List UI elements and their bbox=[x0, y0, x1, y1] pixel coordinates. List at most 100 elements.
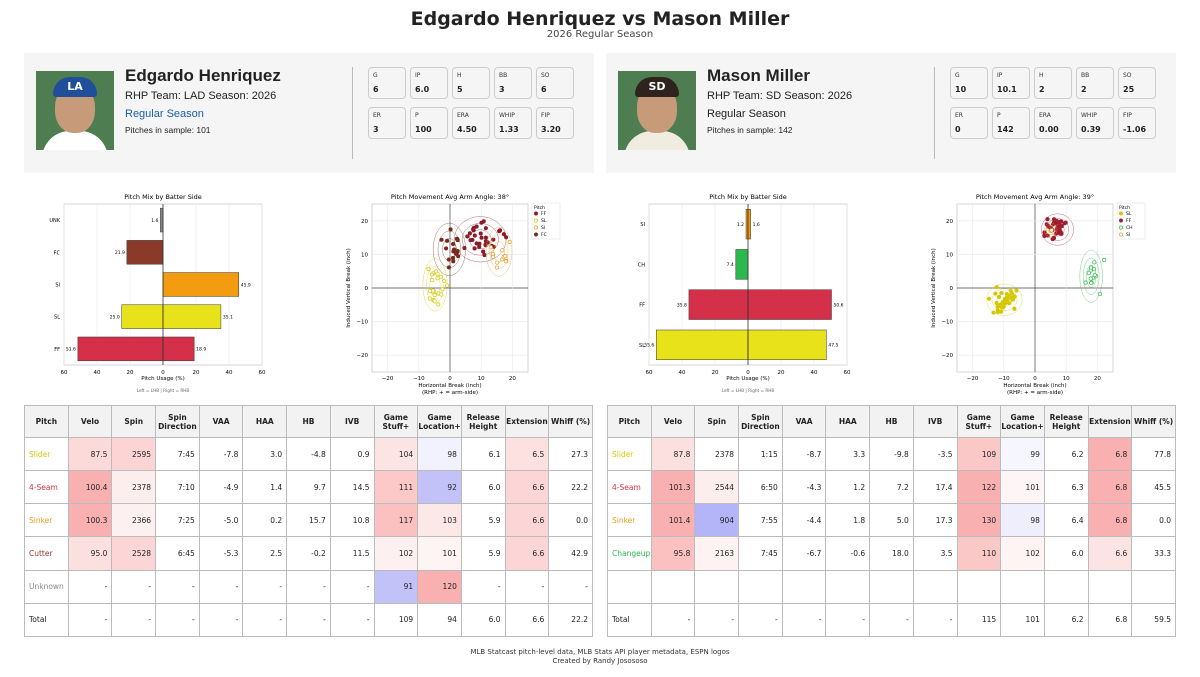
table-cell: 111 bbox=[373, 470, 419, 505]
table-cell: 6.8 bbox=[1087, 503, 1133, 538]
pitch-point bbox=[500, 248, 505, 253]
stat-value: 3.20 bbox=[541, 125, 561, 134]
stat-label: G bbox=[373, 72, 378, 79]
pitch-point bbox=[1102, 257, 1107, 263]
bar-lhb bbox=[121, 304, 164, 329]
table-cell: 101.3 bbox=[650, 470, 696, 505]
x-tick-label: 0 bbox=[1033, 376, 1037, 382]
pitch-point bbox=[994, 300, 999, 306]
table-cell: 45.5 bbox=[1131, 470, 1176, 505]
table-cell: 33.3 bbox=[1131, 536, 1176, 571]
pitch-table-henriquez: Pitch Velo Spin Spin Direction VAA HAA HB IVB Ga… bbox=[24, 405, 593, 638]
table-cell: 99 bbox=[1000, 436, 1045, 472]
stat-label: IP bbox=[415, 72, 421, 79]
table-cell bbox=[1087, 569, 1133, 604]
player-photo: SD bbox=[618, 71, 696, 150]
table-cell: 6.8 bbox=[1087, 436, 1133, 472]
table-cell bbox=[694, 569, 740, 604]
table-cell: 6.6 bbox=[504, 536, 550, 571]
stat-label: ERA bbox=[1039, 112, 1051, 119]
pitch-point bbox=[455, 238, 460, 243]
stat-box-bb: BB 2 bbox=[1076, 67, 1114, 99]
table-cell: 7:25 bbox=[155, 503, 200, 538]
pitch-point bbox=[488, 245, 493, 250]
table-cell: - bbox=[548, 569, 593, 604]
chart-title: Pitch Mix by Batter Side bbox=[124, 193, 202, 201]
table-cell: 6.1 bbox=[460, 436, 506, 472]
table-cell: 904 bbox=[694, 503, 740, 538]
pitch-point bbox=[472, 233, 477, 238]
pitch-point bbox=[468, 238, 473, 243]
table-cell: 59.5 bbox=[1131, 602, 1176, 638]
legend-marker bbox=[1119, 211, 1123, 216]
x-tick-label: 20 bbox=[712, 370, 719, 376]
x-tick-label: 20 bbox=[127, 370, 134, 376]
table-cell: 1:15 bbox=[738, 436, 783, 472]
table-cell: 22.2 bbox=[548, 470, 593, 505]
stat-label: ER bbox=[373, 112, 381, 119]
table-cell: 7:10 bbox=[155, 470, 200, 505]
pitch-mix-chart-henriquez: Pitch Mix by Batter Side 60 40 20 0 20 40 60 UNK… bbox=[49, 193, 266, 393]
density-contour bbox=[1045, 224, 1056, 236]
density-contour bbox=[485, 227, 513, 277]
stat-value: 2 bbox=[1081, 85, 1087, 94]
column-header: Spin bbox=[111, 405, 157, 438]
legend-label: SI bbox=[541, 225, 545, 231]
density-contour bbox=[1079, 249, 1103, 303]
pitch-movement-chart-miller: Pitch Movement Avg Arm Angle: 39° −20 −20 −… bbox=[931, 193, 1146, 396]
table-cell: 6.2 bbox=[1043, 602, 1089, 638]
table-cell: - bbox=[242, 602, 288, 638]
stat-label: P bbox=[997, 112, 1001, 119]
pitch-point bbox=[490, 254, 496, 259]
table-cell: -5.0 bbox=[198, 503, 244, 538]
y-axis-label: Induced Vertical Break (inch) bbox=[346, 248, 352, 327]
y-tick-label: FF bbox=[54, 347, 60, 353]
legend-marker bbox=[534, 211, 538, 216]
divider bbox=[352, 67, 353, 159]
table-cell: - bbox=[869, 602, 914, 638]
table-cell: - bbox=[650, 602, 696, 638]
pitch-point bbox=[439, 237, 444, 242]
pitch-point bbox=[483, 235, 488, 240]
table-cell: 2.5 bbox=[242, 536, 288, 571]
table-cell: 6:45 bbox=[155, 536, 200, 571]
table-cell bbox=[825, 569, 871, 604]
table-cell: 102 bbox=[373, 536, 419, 571]
stat-box-so: SO 6 bbox=[536, 67, 574, 99]
column-header: Spin bbox=[694, 405, 740, 438]
stat-label: G bbox=[955, 72, 960, 79]
pitch-point bbox=[1054, 219, 1059, 224]
pitch-point bbox=[448, 227, 453, 232]
table-cell bbox=[869, 569, 914, 604]
x-tick-label: 10 bbox=[1063, 376, 1070, 382]
x-tick-label: −20 bbox=[382, 376, 394, 382]
table-cell: 10.8 bbox=[329, 503, 375, 538]
table-cell: 6.6 bbox=[504, 602, 550, 638]
x-axis-label: Horizontal Break (inch) bbox=[1003, 383, 1066, 389]
table-cell: 3.5 bbox=[912, 536, 958, 571]
pitch-point bbox=[1002, 297, 1007, 302]
pitch-point bbox=[1050, 237, 1055, 242]
pitch-point bbox=[472, 246, 477, 251]
player-photo: LA bbox=[36, 71, 114, 150]
pitch-point bbox=[1092, 267, 1097, 272]
pitch-point bbox=[1012, 306, 1017, 311]
density-contour bbox=[1082, 257, 1100, 295]
stat-box-er: ER 3 bbox=[368, 107, 406, 139]
table-cell: - bbox=[198, 569, 244, 604]
pitch-point bbox=[996, 294, 1002, 299]
legend-marker bbox=[534, 218, 538, 223]
x-tick-label: 0 bbox=[161, 370, 165, 376]
pitch-point bbox=[1089, 280, 1094, 285]
column-header: Game Location+ bbox=[1000, 405, 1045, 438]
table-cell: 102 bbox=[1000, 536, 1045, 571]
table-cell: - bbox=[912, 602, 958, 638]
stat-label: FIP bbox=[541, 112, 550, 119]
chart-note: Left = LHB | Right = RHB bbox=[137, 388, 190, 393]
x-tick-label: 20 bbox=[1094, 376, 1101, 382]
pitch-point bbox=[1059, 231, 1064, 236]
bar-lhb bbox=[126, 240, 164, 265]
table-row: Sinker 101.4 904 7:55 -4.4 1.8 5.0 17.3 130 98 6.4… bbox=[607, 503, 1176, 538]
table-cell: 6.3 bbox=[1043, 470, 1089, 505]
header-row: Pitch Velo Spin Spin Direction VAA HAA HB IVB Ga… bbox=[24, 405, 593, 438]
